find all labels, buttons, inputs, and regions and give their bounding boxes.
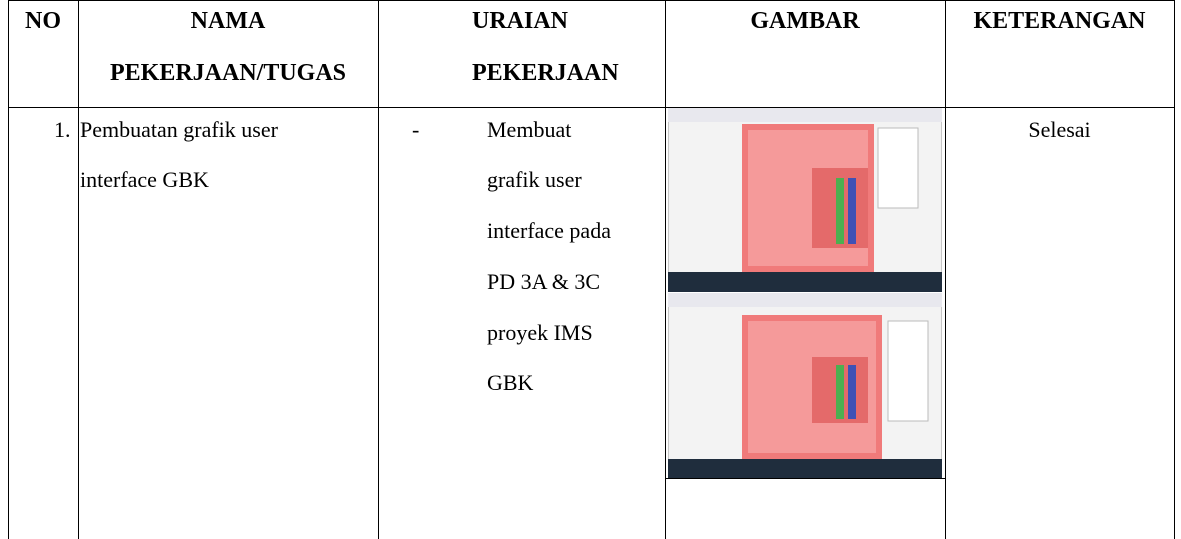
header-cell: GAMBAR (750, 8, 860, 34)
header-cell: PEKERJAAN/TUGAS (109, 60, 347, 86)
header-cell: KETERANGAN (973, 8, 1146, 34)
task-name: interface GBK (80, 167, 209, 192)
description: Membuat (487, 117, 572, 142)
description: proyek IMS (487, 320, 593, 345)
task-name: Pembuatan grafik user (80, 117, 278, 142)
header-cell: PEKERJAAN (472, 60, 619, 86)
screenshot-image (668, 108, 942, 292)
header-cell: NO (25, 8, 61, 34)
column-border (78, 0, 79, 539)
image-border (665, 478, 945, 479)
column-border (8, 0, 9, 539)
description: interface pada (487, 218, 611, 243)
status: Selesai (1028, 117, 1091, 142)
header-cell: NAMA (190, 8, 266, 34)
header-border (8, 107, 1175, 108)
description: GBK (487, 370, 534, 395)
screenshot-image (668, 293, 942, 479)
bullet: - (412, 117, 420, 142)
description: grafik user (487, 167, 582, 192)
column-border (1174, 0, 1175, 539)
table-border (8, 0, 1175, 1)
column-border (665, 0, 666, 539)
column-border (378, 0, 379, 539)
column-border (945, 0, 946, 539)
row-number: 1. (54, 117, 71, 142)
header-text: URAIAN (472, 8, 568, 34)
description: PD 3A & 3C (487, 269, 601, 294)
